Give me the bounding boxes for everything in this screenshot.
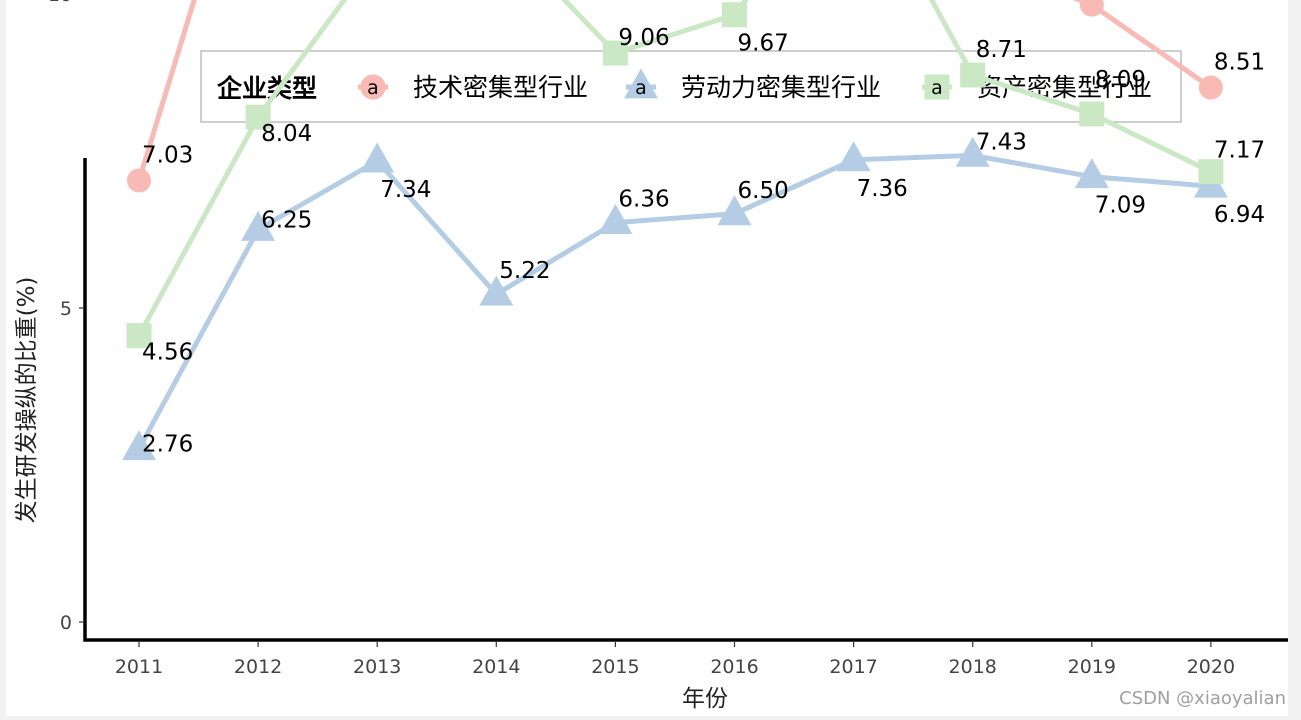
x-tick-label: 2013: [353, 656, 401, 678]
x-tick-label: 2017: [829, 656, 877, 678]
marker-tech-intensive-2020: [1198, 75, 1223, 100]
x-tick-label: 2020: [1187, 656, 1235, 678]
series-line-asset-intensive: [136, 0, 1214, 339]
marker-tech-intensive-2019: [1079, 0, 1104, 17]
marker-asset-intensive-2019: [1079, 101, 1105, 127]
marker-labor-intensive-2012: [241, 210, 276, 241]
marker-asset-intensive-2018: [960, 62, 986, 88]
marker-labor-intensive-2015: [598, 203, 633, 234]
marker-labor-intensive-2016: [717, 195, 752, 226]
data-label-labor-intensive-2017: 7.36: [857, 176, 908, 202]
marker-labor-intensive-2018: [955, 136, 990, 167]
legend-key-marker-asset-intensive: [924, 74, 950, 100]
watermark: CSDN @xiaoyalian: [1119, 688, 1286, 709]
data-label-asset-intensive-2018: 8.71: [976, 37, 1027, 63]
legend-key-letter-tech-intensive: a: [367, 77, 379, 99]
data-label-labor-intensive-2013: 7.34: [380, 177, 431, 203]
legend-key-marker-labor-intensive: [624, 68, 658, 99]
marker-asset-intensive-2020: [1198, 159, 1224, 185]
data-label-labor-intensive-2019: 7.09: [1095, 193, 1146, 219]
legend-label-tech-intensive: 技术密集型行业: [413, 73, 588, 102]
legend-key-letter-asset-intensive: a: [931, 77, 943, 99]
marker-labor-intensive-2013: [360, 142, 395, 173]
legend-title: 企业类型: [217, 74, 317, 103]
x-tick-label: 2015: [591, 656, 639, 678]
data-label-asset-intensive-2020: 7.17: [1214, 138, 1265, 164]
marker-asset-intensive-2016: [722, 2, 747, 28]
data-label-tech-intensive-2011: 7.03: [142, 143, 193, 169]
x-tick-label: 2011: [115, 656, 163, 678]
legend-key-letter-labor-intensive: a: [635, 77, 647, 99]
data-label-labor-intensive-2018: 7.43: [976, 129, 1027, 155]
data-label-labor-intensive-2014: 5.22: [499, 258, 550, 284]
series-line-labor-intensive: [136, 152, 1214, 452]
marker-asset-intensive-2011: [126, 323, 152, 349]
y-axis-title: 发生研发操纵的比重(%): [14, 277, 40, 524]
data-label-asset-intensive-2016: 9.67: [738, 31, 789, 57]
data-label-labor-intensive-2016: 6.50: [738, 178, 789, 204]
marker-asset-intensive-2012: [245, 104, 271, 130]
data-label-labor-intensive-2012: 6.25: [261, 208, 312, 234]
plot-area: 0510 20112012201320142015201620172018201…: [48, 0, 1288, 678]
x-tick-label: 2018: [949, 656, 997, 678]
legend-key-marker-tech-intensive: [360, 74, 386, 100]
marker-labor-intensive-2014: [479, 275, 514, 306]
data-label-asset-intensive-2015: 9.06: [618, 25, 669, 51]
data-label-tech-intensive-2020: 8.51: [1214, 50, 1265, 76]
data-label-labor-intensive-2011: 2.76: [142, 432, 193, 458]
x-axis-title: 年份: [682, 686, 728, 712]
data-labels: 7.0313.2311.3111.0911.1310.2710.8210.569…: [142, 25, 1265, 458]
data-label-asset-intensive-2011: 4.56: [142, 340, 193, 366]
data-label-asset-intensive-2019: 8.09: [1095, 67, 1146, 93]
y-tick-label: 5: [60, 298, 72, 320]
marker-tech-intensive-2011: [127, 168, 151, 193]
x-tick-label: 2019: [1068, 656, 1116, 678]
y-tick-label: 0: [60, 612, 72, 634]
axis-lines: [83, 158, 1288, 642]
data-label-asset-intensive-2012: 8.04: [261, 121, 312, 147]
y-tick-label: 10: [48, 0, 72, 6]
x-tick-label: 2012: [234, 656, 282, 678]
marker-labor-intensive-2011: [122, 430, 156, 461]
data-label-labor-intensive-2020: 6.94: [1214, 202, 1265, 228]
x-axis: 2011 2012 2013 2014 2015 2016 2017 2018 2019 2020: [115, 642, 1235, 678]
legend-label-labor-intensive: 劳动力密集型行业: [681, 73, 881, 102]
y-axis: 0 5 10: [48, 0, 1288, 642]
x-tick-label: 2016: [710, 656, 758, 678]
data-label-labor-intensive-2015: 6.36: [618, 187, 669, 213]
marker-asset-intensive-2015: [602, 40, 628, 66]
marker-labor-intensive-2019: [1074, 158, 1109, 189]
x-tick-label: 2014: [472, 656, 520, 678]
legend: 企业类型 a 技术密集型行业 a 劳动力密集型行业 a 资产密集型行业: [200, 50, 1182, 123]
series-layer: [122, 0, 1228, 461]
marker-labor-intensive-2017: [836, 141, 871, 172]
